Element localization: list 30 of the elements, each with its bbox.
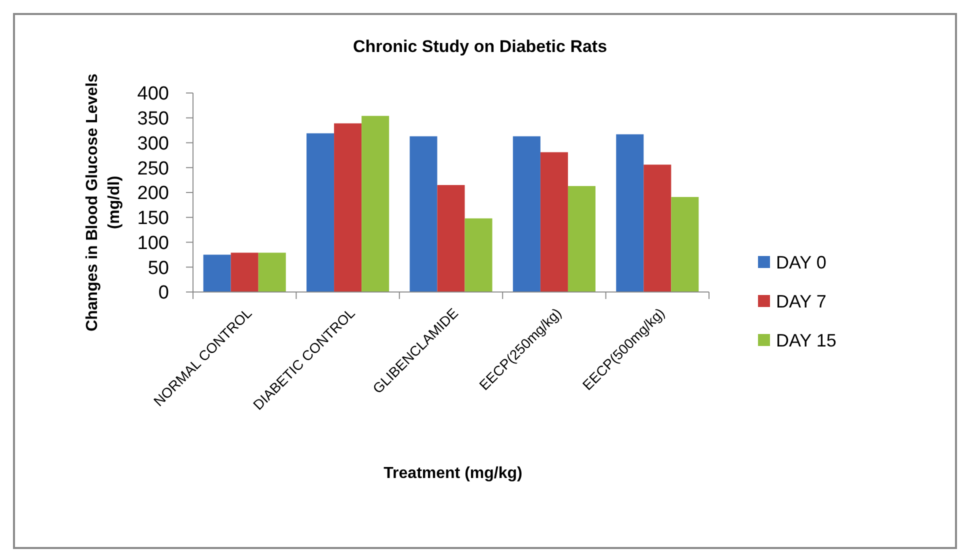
bar (512, 136, 540, 292)
y-tick-label: 50 (148, 258, 169, 279)
x-axis-title: Treatment (mg/kg) (384, 465, 522, 482)
legend-label: DAY 7 (776, 291, 826, 312)
bar (464, 218, 492, 292)
y-axis-title: Changes in Blood Glucose Levels (mg/dl) (84, 73, 123, 332)
bar (258, 252, 286, 292)
bar (306, 133, 334, 292)
y-tick-label: 150 (137, 208, 169, 230)
y-tick-label: 400 (137, 84, 169, 105)
legend-label: DAY 0 (776, 252, 826, 272)
bar (540, 152, 568, 292)
bar (410, 136, 438, 292)
bar (616, 134, 644, 292)
bar (334, 123, 362, 292)
y-tick-label: 0 (158, 282, 169, 304)
chart-title: Chronic Study on Diabetic Rats (352, 37, 608, 56)
y-tick-label: 100 (137, 232, 169, 254)
bar (230, 252, 258, 292)
bar (362, 116, 390, 292)
bar (568, 186, 596, 292)
legend-label: DAY 15 (776, 330, 836, 350)
bar (644, 164, 672, 292)
y-tick-label: 300 (137, 133, 169, 154)
bar (671, 196, 699, 292)
bar (203, 254, 231, 292)
y-tick-label: 200 (137, 183, 169, 204)
y-tick-label: 250 (137, 158, 169, 180)
y-tick-label: 350 (137, 108, 169, 130)
bar (437, 185, 465, 292)
